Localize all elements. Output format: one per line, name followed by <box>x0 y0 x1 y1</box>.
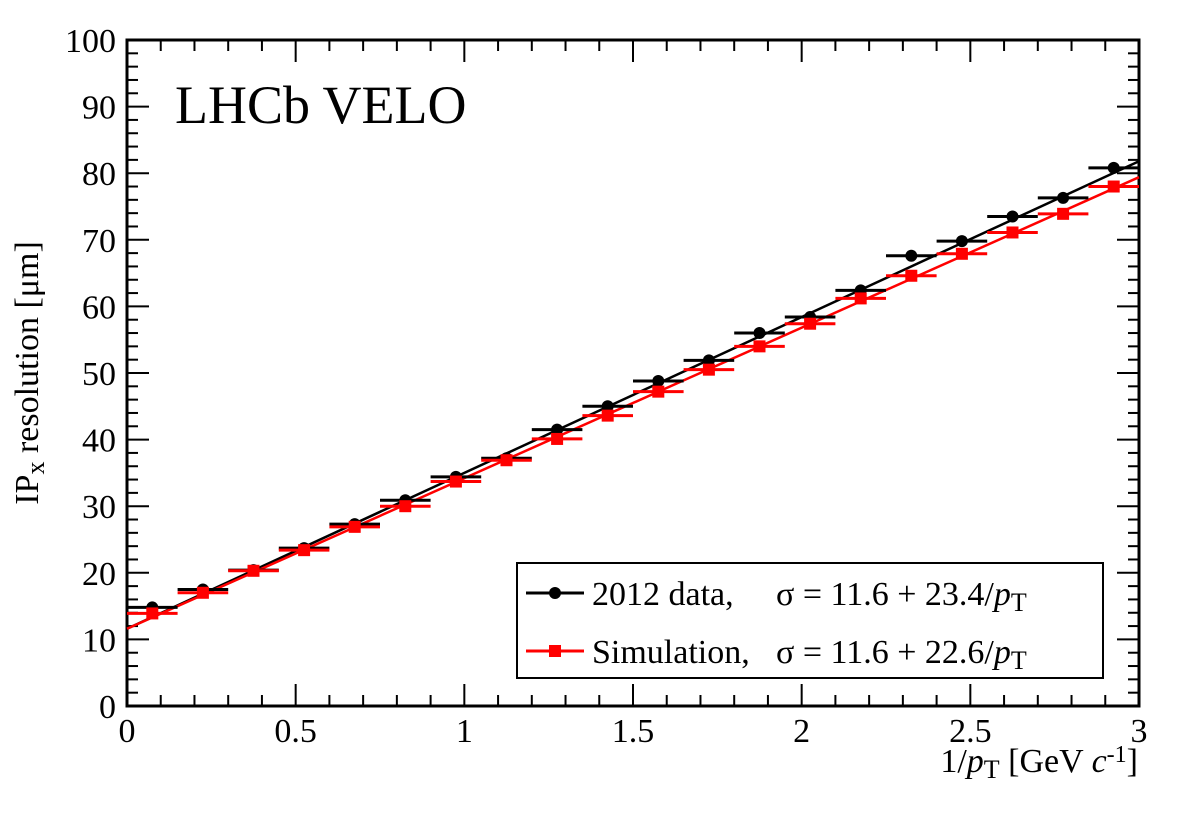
x-axis-label: 1/pT [GeV c-1] <box>940 742 1138 783</box>
legend-formula-data-var: p <box>992 576 1011 613</box>
simulation-point <box>298 544 311 557</box>
data-point <box>1057 191 1070 204</box>
series-simulation <box>127 180 1139 620</box>
legend-label-simulation: Simulation, <box>592 634 750 671</box>
simulation-point <box>399 500 412 513</box>
simulation-point <box>1057 207 1070 220</box>
y-tick-label: 70 <box>82 223 116 260</box>
data-point <box>551 423 564 436</box>
y-tick-label: 10 <box>82 622 116 659</box>
simulation-point <box>1107 180 1120 193</box>
y-tick-label: 80 <box>82 156 116 193</box>
y-tick-label: 30 <box>82 489 116 526</box>
y-axis-label-main: IP <box>9 475 46 505</box>
x-axis-label-unit-open: [GeV <box>1000 743 1092 780</box>
y-axis-tick-labels: 0 10 20 30 40 50 60 70 80 90 100 <box>65 23 116 726</box>
data-point <box>652 374 665 387</box>
x-tick-label: 0 <box>119 713 136 750</box>
simulation-point <box>955 247 968 260</box>
legend-formula-data-text: σ = 11.6 + 23.4/ <box>776 576 994 613</box>
y-axis-label-sub: x <box>21 462 50 475</box>
legend-label-data: 2012 data, <box>592 576 734 613</box>
x-axis-label-prefix: 1/ <box>940 743 967 780</box>
legend-formula-simulation-sub: T <box>1011 646 1027 675</box>
data-point <box>753 327 766 340</box>
data-point <box>702 354 715 367</box>
y-tick-label: 90 <box>82 90 116 127</box>
simulation-point <box>753 340 766 353</box>
legend: 2012 data, σ = 11.6 + 23.4/pT Simulation… <box>516 562 1104 679</box>
simulation-point <box>348 520 361 533</box>
simulation-point <box>601 409 614 422</box>
data-point <box>601 400 614 413</box>
y-tick-label: 60 <box>82 289 116 326</box>
simulation-point <box>652 385 665 398</box>
data-series <box>127 161 1139 620</box>
x-tick-label: 1 <box>456 713 473 750</box>
x-axis-label-sub: T <box>984 755 1000 784</box>
chart-banner: LHCb VELO <box>175 75 467 135</box>
series-data <box>127 161 1139 614</box>
y-axis-label-rest: resolution [μm] <box>9 241 46 461</box>
legend-formula-data: σ = 11.6 + 23.4/pT <box>776 576 1027 617</box>
y-tick-label: 50 <box>82 356 116 393</box>
x-tick-label: 0.5 <box>274 713 317 750</box>
legend-formula-data-sub: T <box>1011 588 1027 617</box>
y-tick-label: 100 <box>65 23 116 60</box>
data-point <box>905 249 918 262</box>
y-tick-label: 0 <box>99 689 116 726</box>
x-axis-ticks <box>126 40 1140 706</box>
legend-marker-simulation <box>549 645 561 657</box>
y-axis-label: IPx resolution [μm] <box>9 241 50 505</box>
data-point <box>1107 161 1120 174</box>
simulation-point <box>146 607 159 620</box>
data-point <box>955 235 968 248</box>
x-axis-label-unit-var: c <box>1092 743 1107 780</box>
simulation-point <box>1006 226 1019 239</box>
x-axis-tick-labels: 0 0.5 1 1.5 2 2.5 3 <box>119 713 1148 750</box>
x-tick-label: 1.5 <box>612 713 655 750</box>
simulation-point <box>551 432 564 445</box>
y-axis-ticks <box>127 39 1139 707</box>
x-axis-label-unit-sup: -1 <box>1107 742 1127 768</box>
legend-formula-simulation-var: p <box>992 634 1011 671</box>
legend-entry-simulation: Simulation, σ = 11.6 + 22.6/pT <box>526 634 1027 675</box>
legend-entry-data: 2012 data, σ = 11.6 + 23.4/pT <box>526 576 1027 617</box>
simulation-point <box>449 475 462 488</box>
x-axis-label-unit-close: ] <box>1127 743 1138 780</box>
x-tick-label: 3 <box>1131 713 1148 750</box>
x-tick-label: 2.5 <box>949 713 992 750</box>
simulation-point <box>905 269 918 282</box>
simulation-point <box>854 292 867 305</box>
y-tick-label: 20 <box>82 556 116 593</box>
simulation-point <box>702 363 715 376</box>
y-tick-label: 40 <box>82 423 116 460</box>
legend-formula-simulation: σ = 11.6 + 22.6/pT <box>776 634 1027 675</box>
legend-box <box>516 562 1104 679</box>
legend-marker-data <box>549 587 561 599</box>
simulation-point <box>247 564 260 577</box>
x-tick-label: 2 <box>793 713 810 750</box>
legend-formula-simulation-text: σ = 11.6 + 22.6/ <box>776 634 994 671</box>
simulation-point <box>500 454 513 467</box>
simulation-point <box>804 317 817 330</box>
simulation-point <box>196 586 209 599</box>
data-point <box>1006 210 1019 223</box>
x-axis-label-var: p <box>965 743 984 780</box>
fit-line-simulation <box>126 176 1140 630</box>
